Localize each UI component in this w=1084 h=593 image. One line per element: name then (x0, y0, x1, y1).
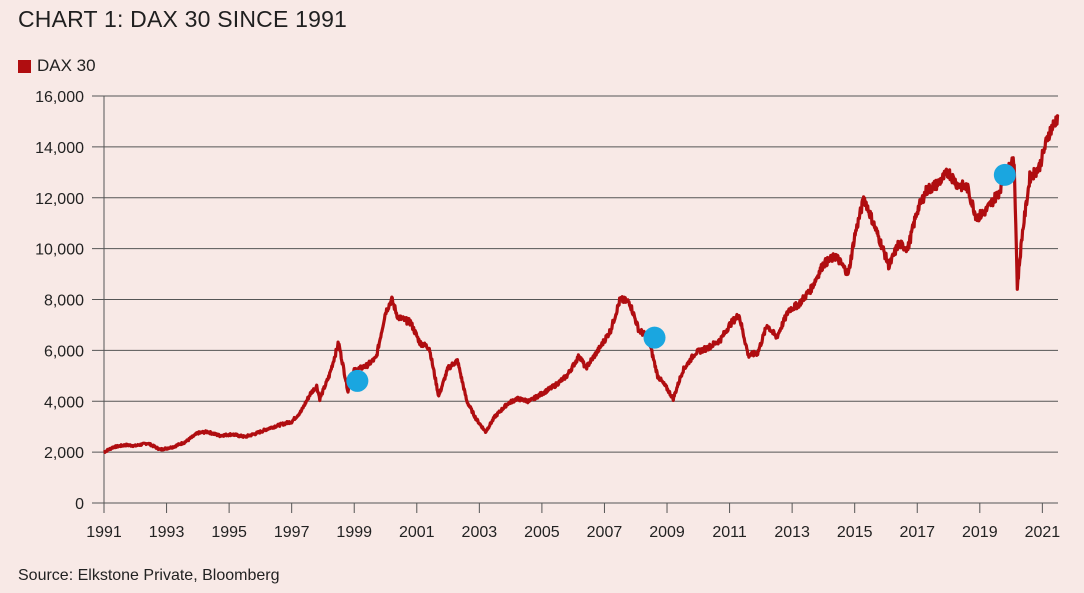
grid-lines (103, 95, 1058, 504)
legend-label: DAX 30 (37, 56, 96, 75)
x-tick-label: 2005 (524, 524, 560, 541)
x-tick-label: 2001 (399, 524, 435, 541)
y-tick-label: 8,000 (44, 293, 84, 310)
series-layer (102, 114, 1060, 454)
y-tick-label: 12,000 (35, 191, 84, 208)
y-tick-label: 2,000 (44, 445, 84, 462)
x-tick-label: 2015 (837, 524, 873, 541)
x-tick-label: 2019 (962, 524, 998, 541)
y-axis-tick-labels: 0 2,000 4,000 6,000 8,000 10,000 12,000 14,000 1… (35, 89, 104, 513)
y-tick-label: 16,000 (35, 89, 84, 106)
x-tick-label: 2013 (774, 524, 810, 541)
x-tick-label: 1991 (86, 524, 122, 541)
highlight-marker (993, 163, 1016, 186)
x-tick-label: 2003 (462, 524, 498, 541)
x-tick-label: 2011 (712, 524, 747, 541)
y-tick-label: 0 (75, 496, 84, 513)
x-axis: 1991 1993 1995 1997 1999 2001 2003 2005 2007 2009… (86, 503, 1060, 541)
y-tick-label: 6,000 (44, 343, 84, 360)
x-tick-label: 1999 (336, 524, 372, 541)
chart-title: CHART 1: DAX 30 SINCE 1991 (18, 6, 348, 32)
highlight-marker (643, 326, 666, 349)
x-tick-label: 1995 (211, 524, 247, 541)
x-tick-label: 2021 (1025, 524, 1061, 541)
x-tick-label: 2007 (587, 524, 623, 541)
x-tick-label: 2017 (899, 524, 935, 541)
legend: DAX 30 (18, 56, 96, 76)
x-tick-label: 1993 (149, 524, 185, 541)
highlight-marker (346, 369, 369, 392)
legend-swatch (18, 59, 31, 73)
x-tick-label: 1997 (274, 524, 310, 541)
marker-layer (346, 163, 1016, 392)
series-line-dax-30 (102, 114, 1060, 454)
x-tick-label: 2009 (649, 524, 685, 541)
y-tick-label: 14,000 (35, 140, 84, 157)
y-tick-label: 10,000 (35, 242, 84, 259)
chart-plot-area: 0 2,000 4,000 6,000 8,000 10,000 12,000 14,000 1… (35, 89, 1060, 541)
y-tick-label: 4,000 (44, 394, 84, 411)
source-note: Source: Elkstone Private, Bloomberg (18, 567, 280, 584)
